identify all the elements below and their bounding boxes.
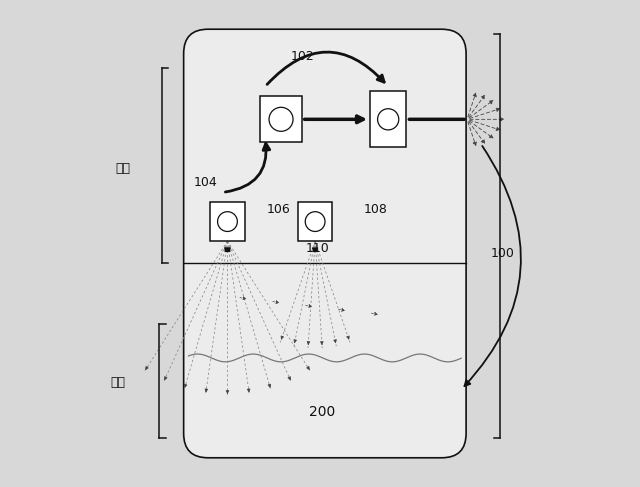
Text: 104: 104 <box>194 176 218 189</box>
Text: 108: 108 <box>364 203 388 216</box>
Circle shape <box>378 109 399 130</box>
Circle shape <box>218 212 237 231</box>
Circle shape <box>305 212 325 231</box>
FancyBboxPatch shape <box>260 96 301 142</box>
FancyBboxPatch shape <box>211 202 244 241</box>
Text: 内鍋: 内鍋 <box>110 376 125 389</box>
Circle shape <box>269 107 293 131</box>
Text: 200: 200 <box>309 405 335 418</box>
Text: 上蓋: 上蓋 <box>115 162 131 174</box>
FancyBboxPatch shape <box>298 202 332 241</box>
Text: 100: 100 <box>491 247 515 260</box>
Text: 102: 102 <box>291 50 315 62</box>
Text: 106: 106 <box>267 203 291 216</box>
Text: 110: 110 <box>306 242 330 255</box>
FancyBboxPatch shape <box>370 92 406 147</box>
FancyBboxPatch shape <box>184 29 466 458</box>
